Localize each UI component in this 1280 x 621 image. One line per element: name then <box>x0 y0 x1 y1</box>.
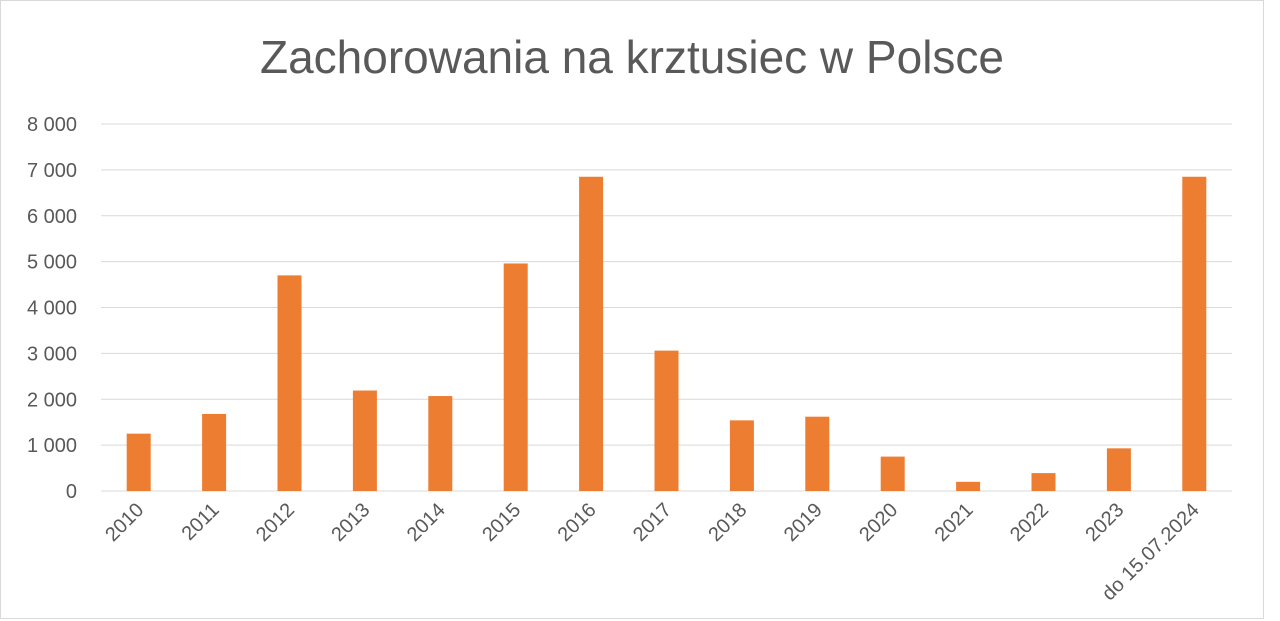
bar <box>428 396 453 491</box>
bar <box>579 176 604 491</box>
x-tick-label: 2013 <box>327 499 374 546</box>
bar <box>805 416 830 491</box>
bar <box>1182 176 1207 491</box>
x-tick-label: 2017 <box>629 499 676 546</box>
y-tick-label: 3 000 <box>27 343 77 365</box>
bar <box>277 275 302 491</box>
y-tick-label: 7 000 <box>27 160 77 182</box>
chart-title: Zachorowania na krztusiec w Polsce <box>260 31 1004 83</box>
y-axis-ticks: 0 1 000 2 000 3 000 4 000 5 000 6 000 7 000 8 00… <box>27 114 77 503</box>
x-tick-label: 2020 <box>855 499 902 546</box>
x-axis-ticks: 2010 2011 2012 2013 2014 2015 2016 2017 2018 2019… <box>101 499 1204 605</box>
bar <box>880 456 905 491</box>
bar <box>1106 448 1131 491</box>
x-tick-label: 2023 <box>1081 499 1128 546</box>
x-tick-label: 2011 <box>178 499 224 545</box>
bar <box>202 413 227 491</box>
y-tick-label: 2 000 <box>27 389 77 411</box>
bar <box>352 390 377 491</box>
y-tick-label: 1 000 <box>27 435 77 457</box>
y-tick-label: 5 000 <box>27 252 77 274</box>
bar <box>126 433 151 491</box>
x-tick-label: 2019 <box>780 499 827 546</box>
bar <box>1031 473 1056 491</box>
x-tick-label: 2018 <box>704 499 751 546</box>
bar <box>729 420 754 491</box>
y-tick-label: 6 000 <box>27 206 77 228</box>
bar <box>503 263 528 491</box>
x-tick-label: 2014 <box>403 499 450 546</box>
x-tick-label: 2016 <box>554 499 601 546</box>
bar <box>654 350 679 491</box>
x-tick-label: 2015 <box>478 499 525 546</box>
bars <box>126 176 1207 491</box>
y-tick-label: 0 <box>66 481 77 503</box>
y-tick-label: 8 000 <box>27 114 77 136</box>
x-tick-label: 2021 <box>931 499 978 546</box>
x-tick-label: 2022 <box>1006 499 1053 546</box>
bar <box>956 481 981 491</box>
x-tick-label: 2010 <box>101 499 148 546</box>
x-tick-label: 2012 <box>252 499 299 546</box>
y-tick-label: 4 000 <box>27 298 77 320</box>
